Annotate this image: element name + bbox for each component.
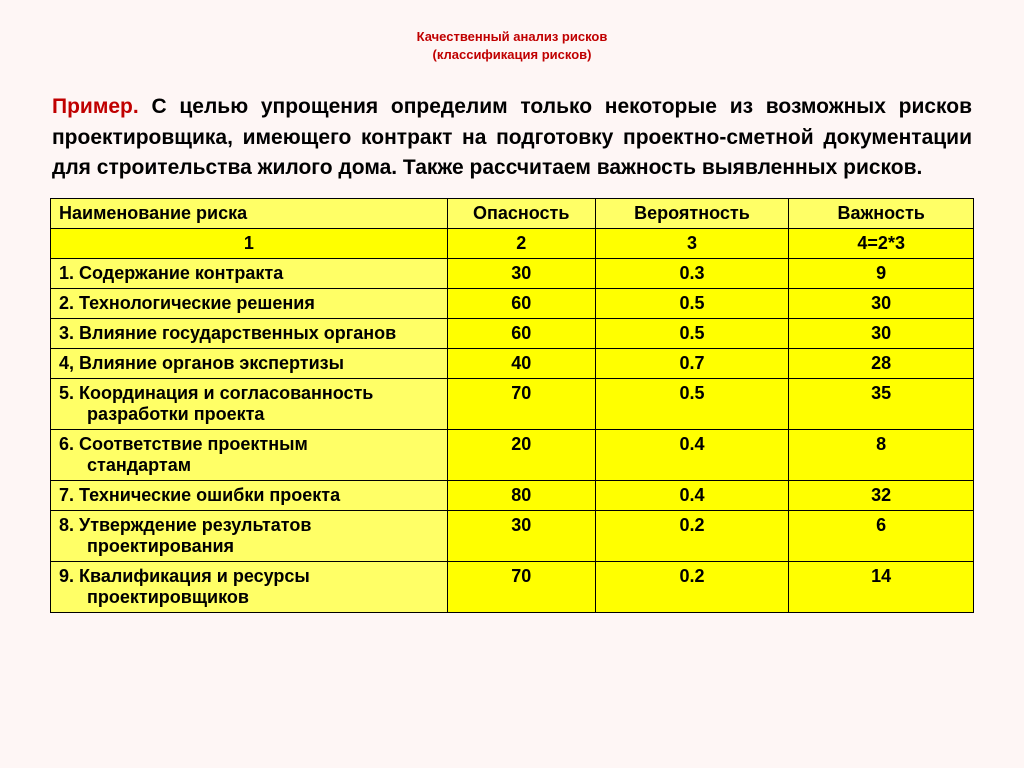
cell-probability: 0.2	[595, 510, 789, 561]
table-number-row: 1 2 3 4=2*3	[51, 228, 974, 258]
cell-danger: 60	[447, 288, 595, 318]
cell-probability: 0.5	[595, 378, 789, 429]
cell-importance: 14	[789, 561, 974, 612]
cell-probability: 0.4	[595, 480, 789, 510]
cell-probability: 0.2	[595, 561, 789, 612]
cell-importance: 30	[789, 288, 974, 318]
cell-probability: 0.7	[595, 348, 789, 378]
col-header-name: Наименование риска	[51, 198, 448, 228]
table-header-row: Наименование риска Опасность Вероятность…	[51, 198, 974, 228]
table-row: 8. Утверждение результатовпроектирования…	[51, 510, 974, 561]
cell-name: 5. Координация и согласованностьразработ…	[51, 378, 448, 429]
cell-danger: 40	[447, 348, 595, 378]
cell-name: 2. Технологические решения	[51, 288, 448, 318]
description-prefix: Пример.	[52, 95, 139, 118]
table-row: 2. Технологические решения 600.530	[51, 288, 974, 318]
cell-danger: 60	[447, 318, 595, 348]
risk-name-line2: проектирования	[59, 536, 439, 557]
table-row: 6. Соответствие проектнымстандартам200.4…	[51, 429, 974, 480]
risk-name-line2: разработки проекта	[59, 404, 439, 425]
description-body: С целью упрощения определим только некот…	[52, 95, 972, 179]
risk-name-line2: проектировщиков	[59, 587, 439, 608]
risk-name-line1: 9. Квалификация и ресурсы	[59, 566, 310, 586]
num-col-2: 2	[447, 228, 595, 258]
cell-danger: 30	[447, 510, 595, 561]
risk-name-line1: 8. Утверждение результатов	[59, 515, 311, 535]
risk-name-line1: 2. Технологические решения	[59, 293, 315, 313]
cell-importance: 28	[789, 348, 974, 378]
risk-name-line1: 6. Соответствие проектным	[59, 434, 308, 454]
cell-importance: 35	[789, 378, 974, 429]
cell-name: 6. Соответствие проектнымстандартам	[51, 429, 448, 480]
cell-importance: 6	[789, 510, 974, 561]
num-col-3: 3	[595, 228, 789, 258]
cell-danger: 70	[447, 378, 595, 429]
risk-name-line1: 3. Влияние государственных органов	[59, 323, 396, 343]
risk-name-line1: 7. Технические ошибки проекта	[59, 485, 340, 505]
num-col-4: 4=2*3	[789, 228, 974, 258]
cell-importance: 30	[789, 318, 974, 348]
cell-probability: 0.5	[595, 288, 789, 318]
risk-name-line1: 1. Содержание контракта	[59, 263, 283, 283]
table-row: 4, Влияние органов экспертизы 400.728	[51, 348, 974, 378]
table-row: 9. Квалификация и ресурсыпроектировщиков…	[51, 561, 974, 612]
cell-danger: 70	[447, 561, 595, 612]
cell-name: 8. Утверждение результатовпроектирования	[51, 510, 448, 561]
cell-name: 1. Содержание контракта	[51, 258, 448, 288]
cell-probability: 0.4	[595, 429, 789, 480]
num-col-1: 1	[51, 228, 448, 258]
col-header-importance: Важность	[789, 198, 974, 228]
cell-importance: 9	[789, 258, 974, 288]
risk-name-line1: 5. Координация и согласованность	[59, 383, 373, 403]
cell-probability: 0.5	[595, 318, 789, 348]
cell-name: 4, Влияние органов экспертизы	[51, 348, 448, 378]
header-line-1: Качественный анализ рисков	[50, 28, 974, 46]
header-line-2: (классификация рисков)	[50, 46, 974, 64]
cell-name: 3. Влияние государственных органов	[51, 318, 448, 348]
table-row: 3. Влияние государственных органов 600.53…	[51, 318, 974, 348]
slide-header: Качественный анализ рисков (классификаци…	[50, 28, 974, 64]
col-header-danger: Опасность	[447, 198, 595, 228]
col-header-probability: Вероятность	[595, 198, 789, 228]
cell-danger: 80	[447, 480, 595, 510]
risk-table: Наименование риска Опасность Вероятность…	[50, 198, 974, 613]
table-row: 5. Координация и согласованностьразработ…	[51, 378, 974, 429]
table-row: 7. Технические ошибки проекта 800.432	[51, 480, 974, 510]
risk-name-line1: 4, Влияние органов экспертизы	[59, 353, 344, 373]
risk-name-line2: стандартам	[59, 455, 439, 476]
cell-importance: 8	[789, 429, 974, 480]
cell-name: 7. Технические ошибки проекта	[51, 480, 448, 510]
table-row: 1. Содержание контракта 300.39	[51, 258, 974, 288]
cell-danger: 30	[447, 258, 595, 288]
cell-name: 9. Квалификация и ресурсыпроектировщиков	[51, 561, 448, 612]
cell-importance: 32	[789, 480, 974, 510]
description-text: Пример. С целью упрощения определим толь…	[50, 92, 974, 183]
cell-probability: 0.3	[595, 258, 789, 288]
cell-danger: 20	[447, 429, 595, 480]
